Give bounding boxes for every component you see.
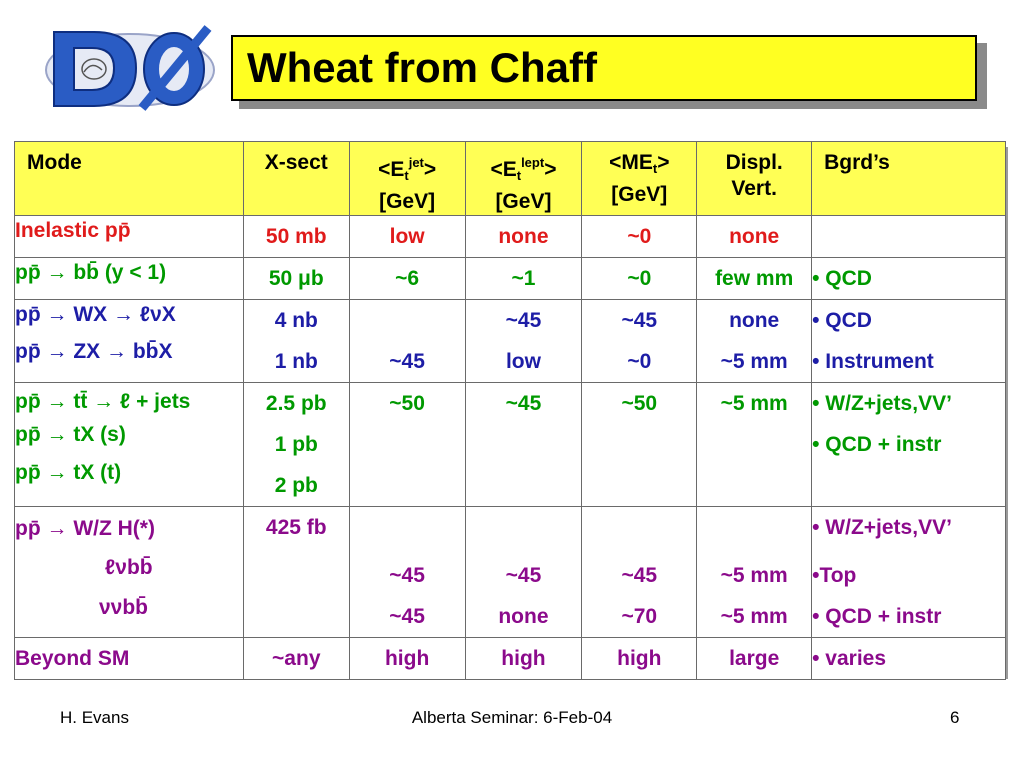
bgrd-cell: • QCD + instr (812, 433, 942, 456)
etlept-cell: none (498, 225, 549, 248)
mode-inelastic: Inelastic pp̄ (15, 219, 131, 242)
etjet-cell: ~6 (395, 267, 420, 290)
etjet-cell: ~45 (389, 605, 425, 628)
footer-page-number: 6 (950, 708, 960, 727)
met-cell: ~45 (621, 309, 658, 332)
header-etlept: <Etlept> [GeV] (490, 155, 557, 213)
table-header-row: Mode X-sect <Etjet> [GeV] <Etlept> [GeV] <… (14, 141, 1006, 216)
etlept-cell: low (505, 350, 541, 373)
etjet-cell (350, 300, 465, 341)
xsect-cell: 2.5 pb (265, 392, 327, 415)
xsect-cell: 4 nb (274, 309, 318, 332)
xsect-cell: 50 μb (268, 267, 324, 290)
displ-cell: ~5 mm (720, 605, 788, 628)
displ-cell: none (729, 225, 780, 248)
header-xsect: X-sect (264, 151, 328, 174)
met-cell: high (617, 647, 662, 670)
header-mode: Mode (27, 151, 82, 174)
mode-vvbb: ννbb̄ (99, 596, 149, 619)
etlept-cell: none (498, 605, 549, 628)
table-row: pp̄ → WX → ℓνX pp̄ → ZX → bb̄X 4 nb 1 nb … (14, 299, 1006, 383)
header-bgrd: Bgrd’s (824, 151, 890, 174)
mode-single-top-s: pp̄ → tX (s) (15, 423, 126, 446)
xsect-cell: 1 nb (274, 350, 318, 373)
displ-cell: ~5 mm (720, 350, 788, 373)
table-row: pp̄ → bb̄ (y < 1) 50 μb ~6 ~1 ~0 few mm … (14, 257, 1006, 300)
dzero-logo (45, 25, 215, 111)
etjet-cell: ~45 (389, 564, 425, 587)
met-cell: ~0 (627, 350, 652, 373)
bgrd-cell: • QCD (812, 267, 872, 290)
slide-title: Wheat from Chaff (231, 35, 977, 101)
met-cell: ~45 (621, 564, 658, 587)
xsect-cell: 50 mb (265, 225, 327, 248)
bgrd-cell (812, 216, 1005, 257)
header-met: <MEt> [GeV] (609, 151, 670, 206)
mode-ttbar: pp̄ → tt̄ → ℓ + jets (15, 390, 191, 413)
bgrd-cell: • Instrument (812, 350, 934, 373)
bgrd-cell: • W/Z+jets,VV’ (812, 392, 952, 415)
table-row: pp̄ → W/Z H(*) ℓνbb̄ ννbb̄ 425 fb ~45 ~45… (14, 506, 1006, 638)
displ-cell: large (729, 647, 780, 670)
mode-beyond-sm: Beyond SM (15, 647, 130, 670)
xsect-cell: 425 fb (265, 516, 327, 539)
table-row: Inelastic pp̄ 50 mb low none ~0 none (14, 215, 1006, 258)
bgrd-cell: • QCD + instr (812, 605, 942, 628)
mode-z: pp̄ → ZX → bb̄X (15, 340, 173, 363)
mode-wh: pp̄ → W/Z H(*) (15, 517, 155, 540)
displ-cell: few mm (715, 267, 794, 290)
mode-w: pp̄ → WX → ℓνX (15, 303, 176, 326)
table-row: Beyond SM ~any high high high large • va… (14, 637, 1006, 680)
bgrd-cell: •Top (812, 564, 857, 587)
met-cell: ~0 (627, 225, 652, 248)
mode-bb: pp̄ → bb̄ (y < 1) (15, 261, 167, 284)
header-displ: Displ. Vert. (725, 151, 783, 200)
header-etjet: <Etjet> [GeV] (378, 155, 437, 213)
etjet-cell: low (389, 225, 425, 248)
modes-table: Mode X-sect <Etjet> [GeV] <Etlept> [GeV] <… (14, 141, 1006, 680)
etlept-cell: ~45 (505, 309, 542, 332)
etlept-cell: high (501, 647, 546, 670)
etlept-cell: ~1 (511, 267, 536, 290)
xsect-cell: 1 pb (274, 433, 318, 456)
displ-cell: ~5 mm (720, 564, 788, 587)
mode-single-top-t: pp̄ → tX (t) (15, 461, 122, 484)
etlept-cell: ~45 (505, 392, 542, 415)
xsect-cell: ~any (272, 647, 321, 670)
bgrd-cell: • W/Z+jets,VV’ (812, 516, 952, 539)
met-cell: ~50 (621, 392, 658, 415)
etjet-cell: high (384, 647, 430, 670)
displ-cell: ~5 mm (720, 392, 788, 415)
xsect-cell: 2 pb (274, 474, 318, 497)
etjet-cell: ~45 (389, 350, 425, 373)
footer-event: Alberta Seminar: 6-Feb-04 (411, 708, 613, 727)
bgrd-cell: • QCD (812, 309, 872, 332)
etjet-cell: ~50 (389, 392, 425, 415)
displ-cell: none (729, 309, 780, 332)
footer-author: H. Evans (60, 708, 129, 727)
met-cell: ~0 (627, 267, 652, 290)
table-row: pp̄ → tt̄ → ℓ + jets pp̄ → tX (s) pp̄ → … (14, 382, 1006, 507)
mode-lvbb: ℓνbb̄ (105, 556, 153, 579)
bgrd-cell: • varies (812, 647, 887, 670)
met-cell: ~70 (621, 605, 658, 628)
etlept-cell: ~45 (505, 564, 542, 587)
